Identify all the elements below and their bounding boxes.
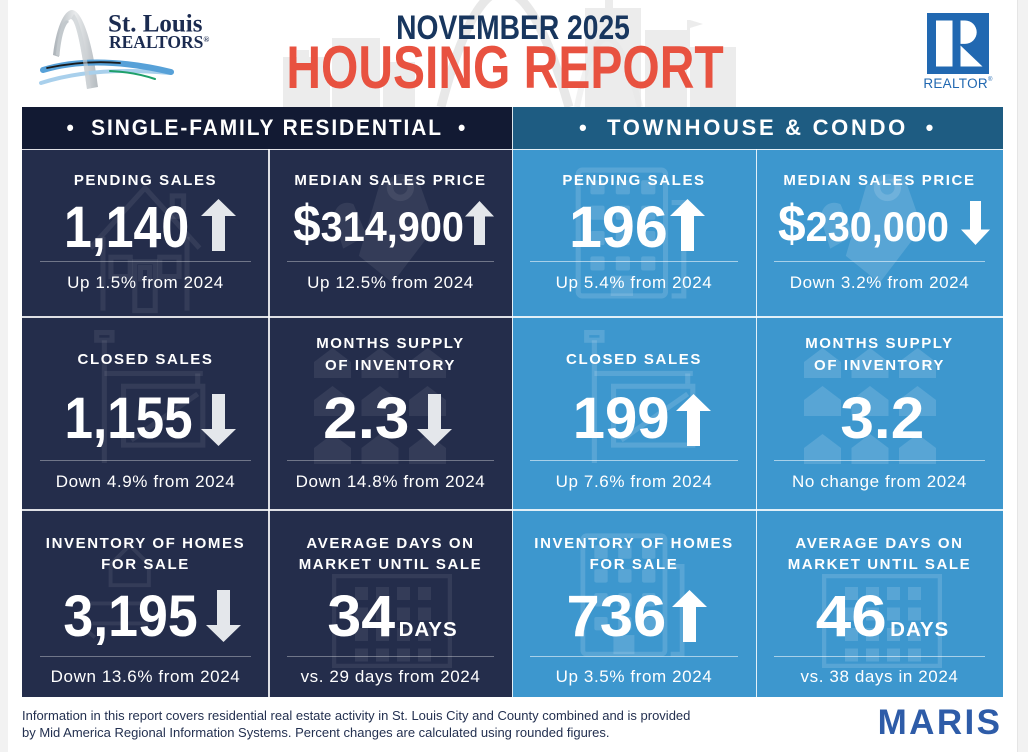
svg-text:St. Louis: St. Louis [108, 11, 203, 38]
svg-text:REALTORS®: REALTORS® [109, 32, 209, 52]
svg-text:REALTOR®: REALTOR® [923, 76, 993, 91]
